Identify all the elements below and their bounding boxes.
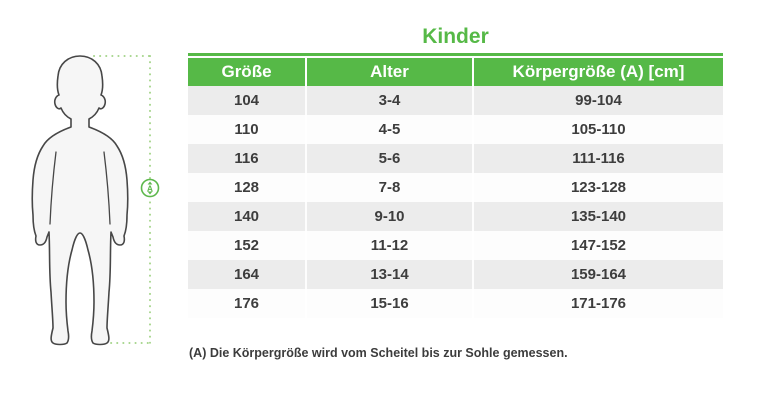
measurement-marker-a: A — [140, 178, 160, 198]
table-row: 176 15-16 171-176 — [188, 289, 723, 318]
table-cell: 104 — [233, 92, 260, 109]
table-cell: 110 — [234, 121, 259, 138]
page-title: Kinder — [422, 25, 489, 48]
measurement-line-a — [93, 55, 151, 344]
table-cell: 159-164 — [472, 260, 723, 289]
column-header: Alter — [305, 58, 472, 86]
inner-arm-lines — [49, 151, 111, 225]
table-cell: 128 — [233, 179, 260, 196]
table-cell: 111-116 — [472, 144, 723, 173]
table-cell: 135-140 — [472, 202, 723, 231]
table-row: 116 5-6 111-116 — [188, 144, 723, 173]
table-row: 128 7-8 123-128 — [188, 173, 723, 202]
table-body: 104 3-4 99-104 110 4-5 105-110 116 5-6 111-116 12… — [188, 86, 723, 318]
marker-label: A — [147, 184, 153, 194]
table-cell: 147-152 — [472, 231, 723, 260]
table-cell: 140 — [233, 208, 260, 225]
table-cell: 116 — [234, 150, 259, 167]
size-table: Größe Alter Körpergröße (A) [cm] 104 3-4 99-… — [188, 53, 723, 318]
column-header: Größe — [221, 62, 272, 81]
table-row: 110 4-5 105-110 — [188, 115, 723, 144]
child-silhouette-svg: A — [31, 55, 160, 346]
table-cell: 152 — [233, 237, 260, 254]
table-row: 104 3-4 99-104 — [188, 86, 723, 115]
column-header: Körpergröße (A) [cm] — [472, 58, 723, 86]
table-cell: 123-128 — [472, 173, 723, 202]
table-cell: 11-12 — [305, 231, 472, 260]
table-cell: 171-176 — [472, 289, 723, 318]
table-row: 152 11-12 147-152 — [188, 231, 723, 260]
table-cell: 13-14 — [305, 260, 472, 289]
table-cell: 5-6 — [305, 144, 472, 173]
table-top-border — [188, 53, 723, 56]
table-cell: 176 — [233, 295, 260, 312]
footnote: (A) Die Körpergröße wird vom Scheitel bi… — [189, 346, 568, 360]
table-cell: 3-4 — [305, 86, 472, 115]
arrow-down-icon — [147, 191, 153, 195]
child-figure: A — [20, 40, 170, 355]
child-body-outline — [31, 55, 129, 346]
table-cell: 9-10 — [305, 202, 472, 231]
table-row: 164 13-14 159-164 — [188, 260, 723, 289]
table-header-row: Größe Alter Körpergröße (A) [cm] — [188, 58, 723, 86]
table-cell: 15-16 — [305, 289, 472, 318]
table-cell: 4-5 — [305, 115, 472, 144]
table-cell: 7-8 — [305, 173, 472, 202]
table-row: 140 9-10 135-140 — [188, 202, 723, 231]
table-cell: 164 — [233, 266, 260, 283]
table-cell: 99-104 — [472, 86, 723, 115]
table-cell: 105-110 — [472, 115, 723, 144]
arrow-up-icon — [147, 181, 153, 185]
